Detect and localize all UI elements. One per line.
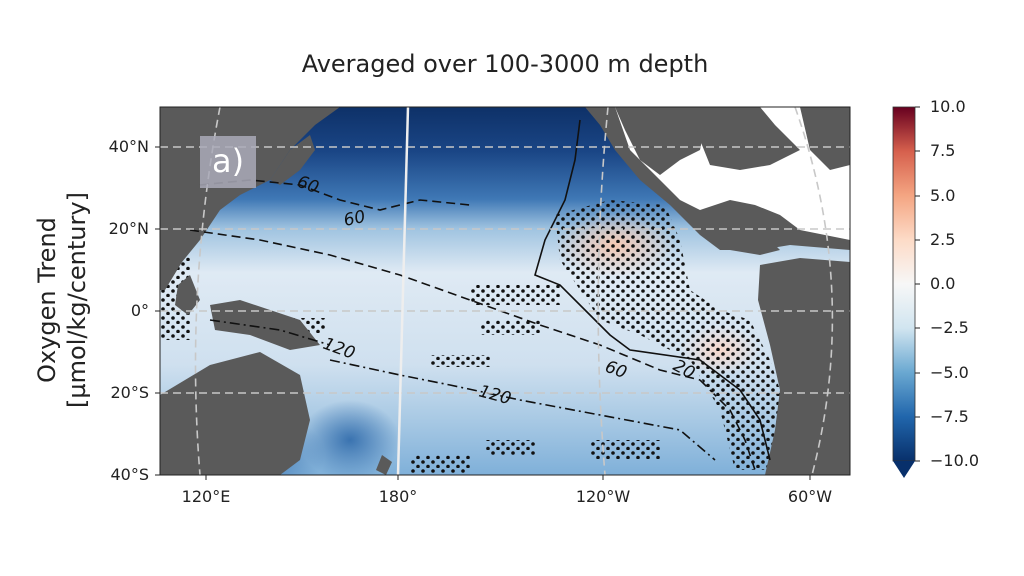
dateline: [396, 107, 410, 475]
colorbar-extend-arrow: [893, 461, 915, 478]
lon-tick: 120°E: [181, 487, 231, 506]
colorbar-tick-label: 5.0: [930, 186, 956, 205]
contour-label: 60: [342, 207, 367, 231]
colorbar-tick-label: 2.5: [930, 230, 956, 249]
map-title: Averaged over 100-3000 m depth: [301, 50, 709, 78]
colorbar-tick-label: 0.0: [930, 274, 956, 293]
panel-label: a): [200, 136, 256, 188]
lat-tick: 40°S: [110, 465, 149, 484]
colorbar-tick-label: −10.0: [930, 451, 980, 470]
lon-tick: 120°W: [575, 487, 631, 506]
lat-tick: 40°N: [108, 137, 149, 156]
map-frame: [159, 106, 851, 476]
axis-ticks: [155, 146, 811, 480]
lat-tick: 20°N: [108, 219, 149, 238]
graticule: [160, 107, 850, 475]
colorbar-ticks: [915, 106, 920, 462]
lat-tick: 0°: [130, 301, 149, 320]
colorbar-tick-label: 10.0: [930, 97, 966, 116]
colorbar: [892, 106, 916, 462]
colorbar-tick-label: −7.5: [930, 407, 969, 426]
lon-tick: 60°W: [787, 487, 833, 506]
colorbar-tick-label: −2.5: [930, 318, 969, 337]
colorbar-tick-label: −5.0: [930, 363, 969, 382]
colorbar-tick-label: 7.5: [930, 141, 956, 160]
lon-tick: 180°: [378, 487, 418, 506]
lat-tick: 20°S: [110, 383, 149, 402]
